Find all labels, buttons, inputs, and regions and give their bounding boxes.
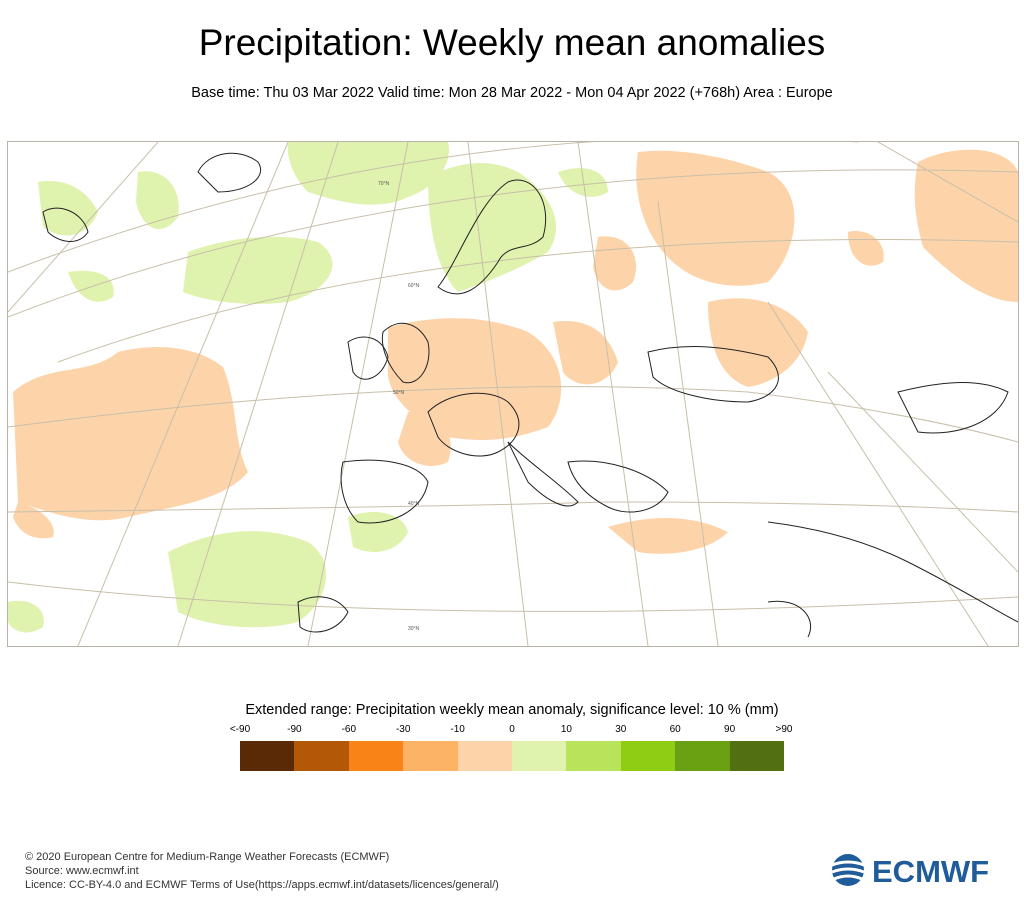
ecmwf-logo-text: ECMWF <box>872 854 989 887</box>
legend-swatch <box>566 741 621 771</box>
legend-label: <-90 <box>229 724 251 735</box>
legend-label: -60 <box>341 724 357 735</box>
legend-swatch <box>348 741 404 771</box>
legend-label: 90 <box>724 724 736 735</box>
legend-label: 0 <box>509 724 515 735</box>
legend-swatch <box>729 741 785 771</box>
legend-label: -90 <box>287 724 302 735</box>
copyright-text: © 2020 European Centre for Medium-Range … <box>25 851 390 863</box>
legend-label: -30 <box>395 724 411 735</box>
legend-swatch <box>294 741 349 771</box>
lat-label-70n: 70°N <box>378 181 390 187</box>
legend-labels: <-90 -90 -60 -30 -10 0 10 30 60 90 >90 <box>230 724 793 738</box>
coastlines <box>42 152 1018 638</box>
lat-label-60n: 60°N <box>408 283 420 289</box>
graticule <box>8 142 1018 646</box>
legend-label: 10 <box>560 724 572 735</box>
legend-label: 30 <box>615 724 627 735</box>
negative-anomaly-patches <box>13 149 1018 554</box>
ecmwf-globe-icon <box>831 854 865 886</box>
lat-label-50n: 50°N <box>393 390 405 396</box>
legend-swatch <box>620 741 676 771</box>
legend-title: Extended range: Precipitation weekly mea… <box>245 702 779 718</box>
legend-label: -10 <box>450 724 465 735</box>
legend-label: >90 <box>775 724 793 735</box>
licence-text: Licence: CC-BY-4.0 and ECMWF Terms of Us… <box>25 879 499 891</box>
map-canvas: 70°N 60°N 50°N 40°N 30°N <box>8 142 1018 646</box>
legend-swatch <box>512 741 567 771</box>
ecmwf-logo: ECMWF <box>831 854 989 887</box>
legend-swatch <box>240 741 295 771</box>
chart-title: Precipitation: Weekly mean anomalies <box>198 22 826 63</box>
positive-anomaly-patches <box>8 142 608 633</box>
legend-swatch <box>675 741 730 771</box>
legend-colorbar <box>240 741 785 771</box>
footer: © 2020 European Centre for Medium-Range … <box>25 850 499 892</box>
legend-swatch <box>457 741 513 771</box>
europe-anomaly-map: 70°N 60°N 50°N 40°N 30°N <box>7 141 1019 647</box>
chart-subtitle: Base time: Thu 03 Mar 2022 Valid time: M… <box>191 85 833 101</box>
legend-swatch <box>403 741 458 771</box>
source-text: Source: www.ecmwf.int <box>25 865 139 877</box>
lat-label-40n: 40°N <box>408 501 420 507</box>
lat-label-30n: 30°N <box>408 626 420 632</box>
legend-label: 60 <box>669 724 681 735</box>
